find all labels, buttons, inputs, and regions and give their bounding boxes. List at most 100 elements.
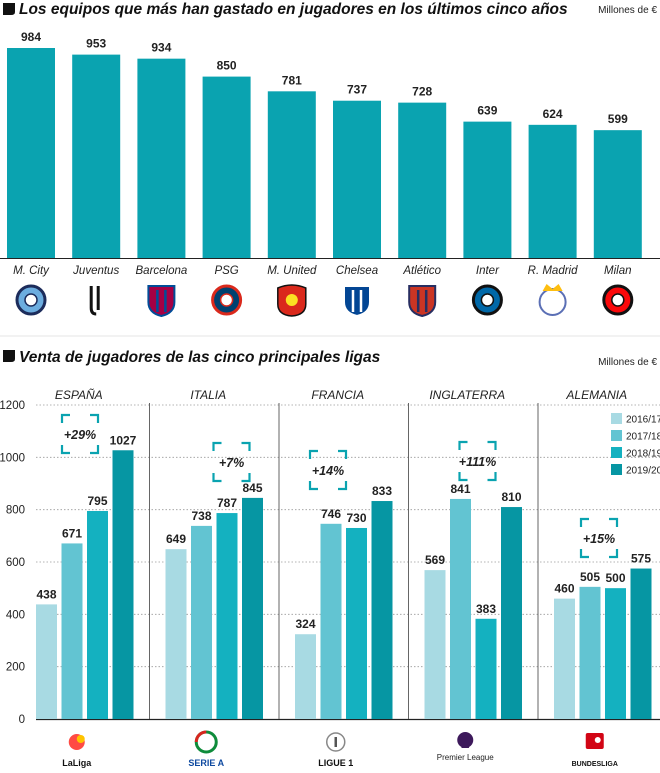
growth-bracket-icon — [212, 441, 251, 483]
chart2-y-tick-label: 1000 — [0, 452, 25, 464]
chart2-value-label: 505 — [580, 570, 600, 584]
chart1-category-label: M. United — [267, 265, 317, 277]
chart1-bar — [398, 102, 447, 258]
serie-a-logo-icon — [194, 730, 218, 754]
premier-league-logo-icon — [457, 732, 474, 748]
chart2-value-label: 787 — [217, 496, 237, 510]
chart2-league-name: ITALIA — [190, 388, 226, 402]
chart2-league-name: ESPAÑA — [55, 388, 103, 402]
milan-crest-icon — [602, 284, 634, 316]
atletico-crest-icon — [408, 285, 437, 318]
chart2-bar — [36, 604, 57, 719]
chart1-bar — [267, 91, 316, 258]
chart2-bar — [61, 543, 83, 719]
chart1-value-label: 934 — [151, 41, 171, 55]
chart2-growth-label: +15% — [583, 532, 615, 546]
chart2-bar — [630, 568, 652, 719]
legend-label: 2019/20 — [626, 466, 660, 477]
chart1-category-label: Inter — [476, 265, 500, 277]
chart2-value-label: 795 — [87, 494, 107, 508]
chart2-value-label: 1027 — [110, 433, 137, 447]
chart2-y-tick-label: 400 — [6, 609, 25, 621]
growth-bracket-icon — [60, 413, 100, 455]
chart1-category-label: Milan — [604, 265, 631, 277]
chart2-bar — [371, 501, 393, 719]
league-logo-text: BUNDESLIGA — [572, 761, 618, 768]
chart1-value-label: 728 — [412, 85, 432, 99]
chart1-category-label: PSG — [214, 265, 238, 277]
league-logo-text: SERIE A — [188, 758, 224, 768]
chart2-bar — [87, 510, 108, 719]
growth-bracket-icon — [308, 449, 348, 491]
chart1-category-label: Atlético — [402, 265, 441, 277]
chart1-category-label: M. City — [13, 265, 50, 277]
laliga-logo-icon — [68, 734, 85, 750]
chart2-value-label: 575 — [631, 552, 651, 566]
legend-swatch — [611, 464, 622, 475]
chart1-plot: 984 M. City 953 Juventus 934 Barcelona 850 PSG 7… — [0, 30, 660, 318]
chart2-value-label: 833 — [372, 484, 392, 498]
chart1-bar — [463, 121, 512, 258]
legend-swatch — [611, 413, 622, 424]
chart1-bar — [7, 48, 55, 258]
chart2-value-label: 324 — [295, 617, 315, 631]
chart2-bar — [165, 549, 187, 719]
juventus-crest-icon — [89, 286, 100, 316]
chart1-bar — [528, 124, 577, 258]
chart2-y-tick-label: 1200 — [0, 400, 25, 412]
legend-label: 2018/19 — [626, 449, 660, 460]
legend-label: 2017/18 — [626, 432, 660, 443]
chart2-growth-label: +29% — [64, 428, 96, 442]
chart2-y-tick-label: 200 — [6, 662, 25, 674]
legend-swatch — [611, 430, 622, 441]
chart2-bar — [450, 498, 471, 719]
chart1-bar — [72, 54, 121, 259]
chart2-title: Venta de jugadores de las cinco principa… — [19, 349, 381, 366]
barcelona-crest-icon — [147, 285, 176, 318]
chart2-bar — [242, 497, 263, 719]
chart1-category-label: Barcelona — [136, 265, 188, 277]
chart2-value-label: 810 — [501, 490, 521, 504]
league-logo-text: LaLiga — [62, 758, 92, 768]
chart2-growth-label: +7% — [219, 456, 244, 470]
chart2-value-label: 746 — [321, 507, 341, 521]
growth-bracket-icon — [458, 440, 497, 482]
man-city-crest-icon — [15, 284, 47, 316]
league-logo-text: Premier League — [437, 753, 494, 762]
chart1-category-label: R. Madrid — [528, 265, 578, 277]
chart1-value-label: 953 — [86, 37, 106, 51]
chart1-header: Los equipos que más han gastado en jugad… — [3, 1, 657, 18]
chart2-bar — [191, 525, 212, 719]
chart1-bar — [593, 130, 642, 258]
chart2-value-label: 460 — [554, 582, 574, 596]
chart1-bar — [137, 58, 186, 258]
chart1-category-label: Chelsea — [336, 265, 378, 277]
chart2-bar — [424, 570, 446, 719]
chart1-value-label: 737 — [347, 83, 367, 97]
chart1-bar — [202, 76, 251, 258]
psg-crest-icon — [211, 284, 243, 316]
chart2-bar — [295, 634, 316, 719]
chart2-bar — [216, 513, 238, 719]
chart2-y-tick-label: 0 — [19, 714, 25, 726]
chart2-growth-label: +14% — [312, 464, 344, 478]
chart2-bar — [475, 618, 497, 719]
chart2-header: Venta de jugadores de las cinco principa… — [3, 349, 657, 368]
bundesliga-logo-icon — [585, 733, 604, 749]
chart2-league-name: FRANCIA — [311, 388, 364, 402]
chart2-value-label: 671 — [62, 526, 82, 540]
man-united-crest-icon — [277, 284, 307, 317]
title-marker-icon — [3, 350, 15, 362]
chart1-value-label: 624 — [543, 107, 563, 121]
chart1-category-label: Juventus — [72, 265, 119, 277]
chelsea-crest-icon — [343, 285, 371, 318]
chart2-bar — [112, 450, 134, 719]
chart2-value-label: 383 — [476, 602, 496, 616]
chart2-value-label: 438 — [36, 587, 56, 601]
chart1-value-label: 599 — [608, 112, 628, 126]
chart2-value-label: 569 — [425, 553, 445, 567]
title-marker-icon — [3, 3, 15, 15]
legend-label: 2016/17 — [626, 415, 660, 426]
legend-swatch — [611, 447, 622, 458]
chart2-bar — [579, 586, 601, 719]
